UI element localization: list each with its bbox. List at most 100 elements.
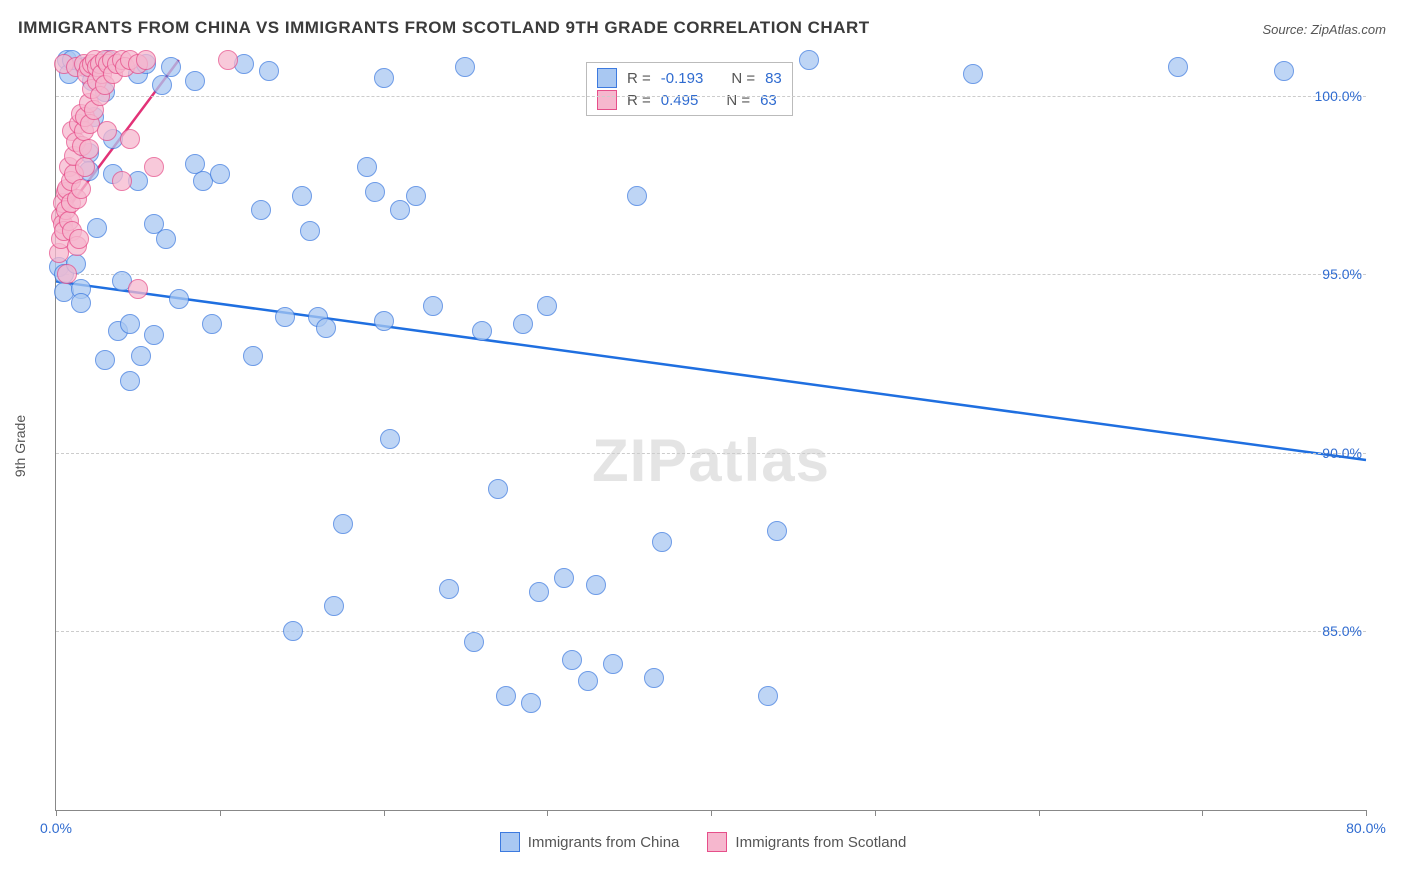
scatter-point-china — [488, 479, 508, 499]
y-tick-label: 85.0% — [1322, 623, 1362, 639]
legend-swatch — [500, 832, 520, 852]
scatter-point-china — [406, 186, 426, 206]
scatter-point-scotland — [112, 171, 132, 191]
scatter-point-china — [537, 296, 557, 316]
stat-value-r: 0.495 — [661, 92, 699, 109]
scatter-point-china — [390, 200, 410, 220]
scatter-point-china — [1274, 61, 1294, 81]
scatter-point-china — [316, 318, 336, 338]
scatter-point-china — [185, 71, 205, 91]
scatter-point-scotland — [79, 139, 99, 159]
scatter-point-scotland — [120, 129, 140, 149]
scatter-point-china — [521, 693, 541, 713]
x-tick-mark — [1366, 810, 1367, 816]
scatter-point-china — [152, 75, 172, 95]
legend-label: Immigrants from China — [528, 834, 680, 851]
scatter-point-china — [586, 575, 606, 595]
stat-value-r: -0.193 — [661, 70, 704, 87]
scatter-point-china — [472, 321, 492, 341]
scatter-point-china — [578, 671, 598, 691]
legend-item-scotland: Immigrants from Scotland — [707, 832, 906, 852]
scatter-point-china — [374, 311, 394, 331]
stat-row-china: R = -0.193 N = 83 — [587, 67, 792, 89]
scatter-point-china — [161, 57, 181, 77]
scatter-point-china — [120, 314, 140, 334]
scatter-point-china — [439, 579, 459, 599]
scatter-point-china — [365, 182, 385, 202]
x-tick-mark — [1039, 810, 1040, 816]
scatter-point-china — [292, 186, 312, 206]
scatter-point-china — [259, 61, 279, 81]
scatter-point-china — [87, 218, 107, 238]
scatter-point-china — [963, 64, 983, 84]
stat-label-r: R = — [627, 92, 651, 109]
stat-label-n: N = — [726, 92, 750, 109]
x-tick-mark — [56, 810, 57, 816]
legend-item-china: Immigrants from China — [500, 832, 680, 852]
source-credit: Source: ZipAtlas.com — [1262, 22, 1386, 37]
source-link[interactable]: ZipAtlas.com — [1311, 22, 1386, 37]
trend-lines-svg — [56, 60, 1366, 810]
plot-area: ZIPatlas R = -0.193 N = 83 R = 0.495 N =… — [55, 60, 1366, 811]
scatter-point-china — [455, 57, 475, 77]
scatter-point-china — [131, 346, 151, 366]
scatter-point-china — [71, 293, 91, 313]
legend-swatch — [597, 68, 617, 88]
y-tick-label: 100.0% — [1315, 88, 1362, 104]
y-tick-label: 95.0% — [1322, 266, 1362, 282]
stat-value-n: 63 — [760, 92, 777, 109]
scatter-point-china — [333, 514, 353, 534]
scatter-point-scotland — [75, 157, 95, 177]
scatter-point-china — [210, 164, 230, 184]
scatter-point-china — [799, 50, 819, 70]
y-axis-label: 9th Grade — [12, 415, 28, 477]
x-tick-mark — [384, 810, 385, 816]
scatter-point-scotland — [69, 229, 89, 249]
legend-swatch — [707, 832, 727, 852]
x-tick-mark — [711, 810, 712, 816]
gridline-h — [56, 96, 1366, 97]
scatter-point-china — [169, 289, 189, 309]
scatter-point-china — [758, 686, 778, 706]
scatter-point-china — [644, 668, 664, 688]
scatter-point-scotland — [218, 50, 238, 70]
x-tick-mark — [875, 810, 876, 816]
gridline-h — [56, 631, 1366, 632]
scatter-point-china — [156, 229, 176, 249]
scatter-point-china — [283, 621, 303, 641]
scatter-point-china — [275, 307, 295, 327]
scatter-point-china — [652, 532, 672, 552]
stat-label-r: R = — [627, 70, 651, 87]
x-tick-mark — [1202, 810, 1203, 816]
scatter-point-china — [529, 582, 549, 602]
scatter-point-china — [144, 325, 164, 345]
scatter-point-china — [95, 350, 115, 370]
scatter-point-china — [464, 632, 484, 652]
scatter-point-china — [603, 654, 623, 674]
scatter-point-china — [243, 346, 263, 366]
stat-value-n: 83 — [765, 70, 782, 87]
scatter-point-china — [324, 596, 344, 616]
scatter-point-china — [627, 186, 647, 206]
scatter-point-scotland — [97, 121, 117, 141]
scatter-point-china — [202, 314, 222, 334]
scatter-point-china — [767, 521, 787, 541]
scatter-point-scotland — [144, 157, 164, 177]
scatter-point-china — [1168, 57, 1188, 77]
legend-label: Immigrants from Scotland — [735, 834, 906, 851]
scatter-point-china — [300, 221, 320, 241]
y-tick-label: 90.0% — [1322, 445, 1362, 461]
scatter-point-scotland — [136, 50, 156, 70]
chart-title: IMMIGRANTS FROM CHINA VS IMMIGRANTS FROM… — [18, 18, 870, 38]
scatter-point-china — [554, 568, 574, 588]
scatter-point-scotland — [71, 179, 91, 199]
legend-swatch — [597, 90, 617, 110]
scatter-point-china — [380, 429, 400, 449]
x-tick-mark — [547, 810, 548, 816]
stat-label-n: N = — [731, 70, 755, 87]
scatter-point-china — [423, 296, 443, 316]
scatter-point-china — [496, 686, 516, 706]
scatter-point-china — [562, 650, 582, 670]
bottom-legend: Immigrants from China Immigrants from Sc… — [0, 832, 1406, 856]
gridline-h — [56, 453, 1366, 454]
